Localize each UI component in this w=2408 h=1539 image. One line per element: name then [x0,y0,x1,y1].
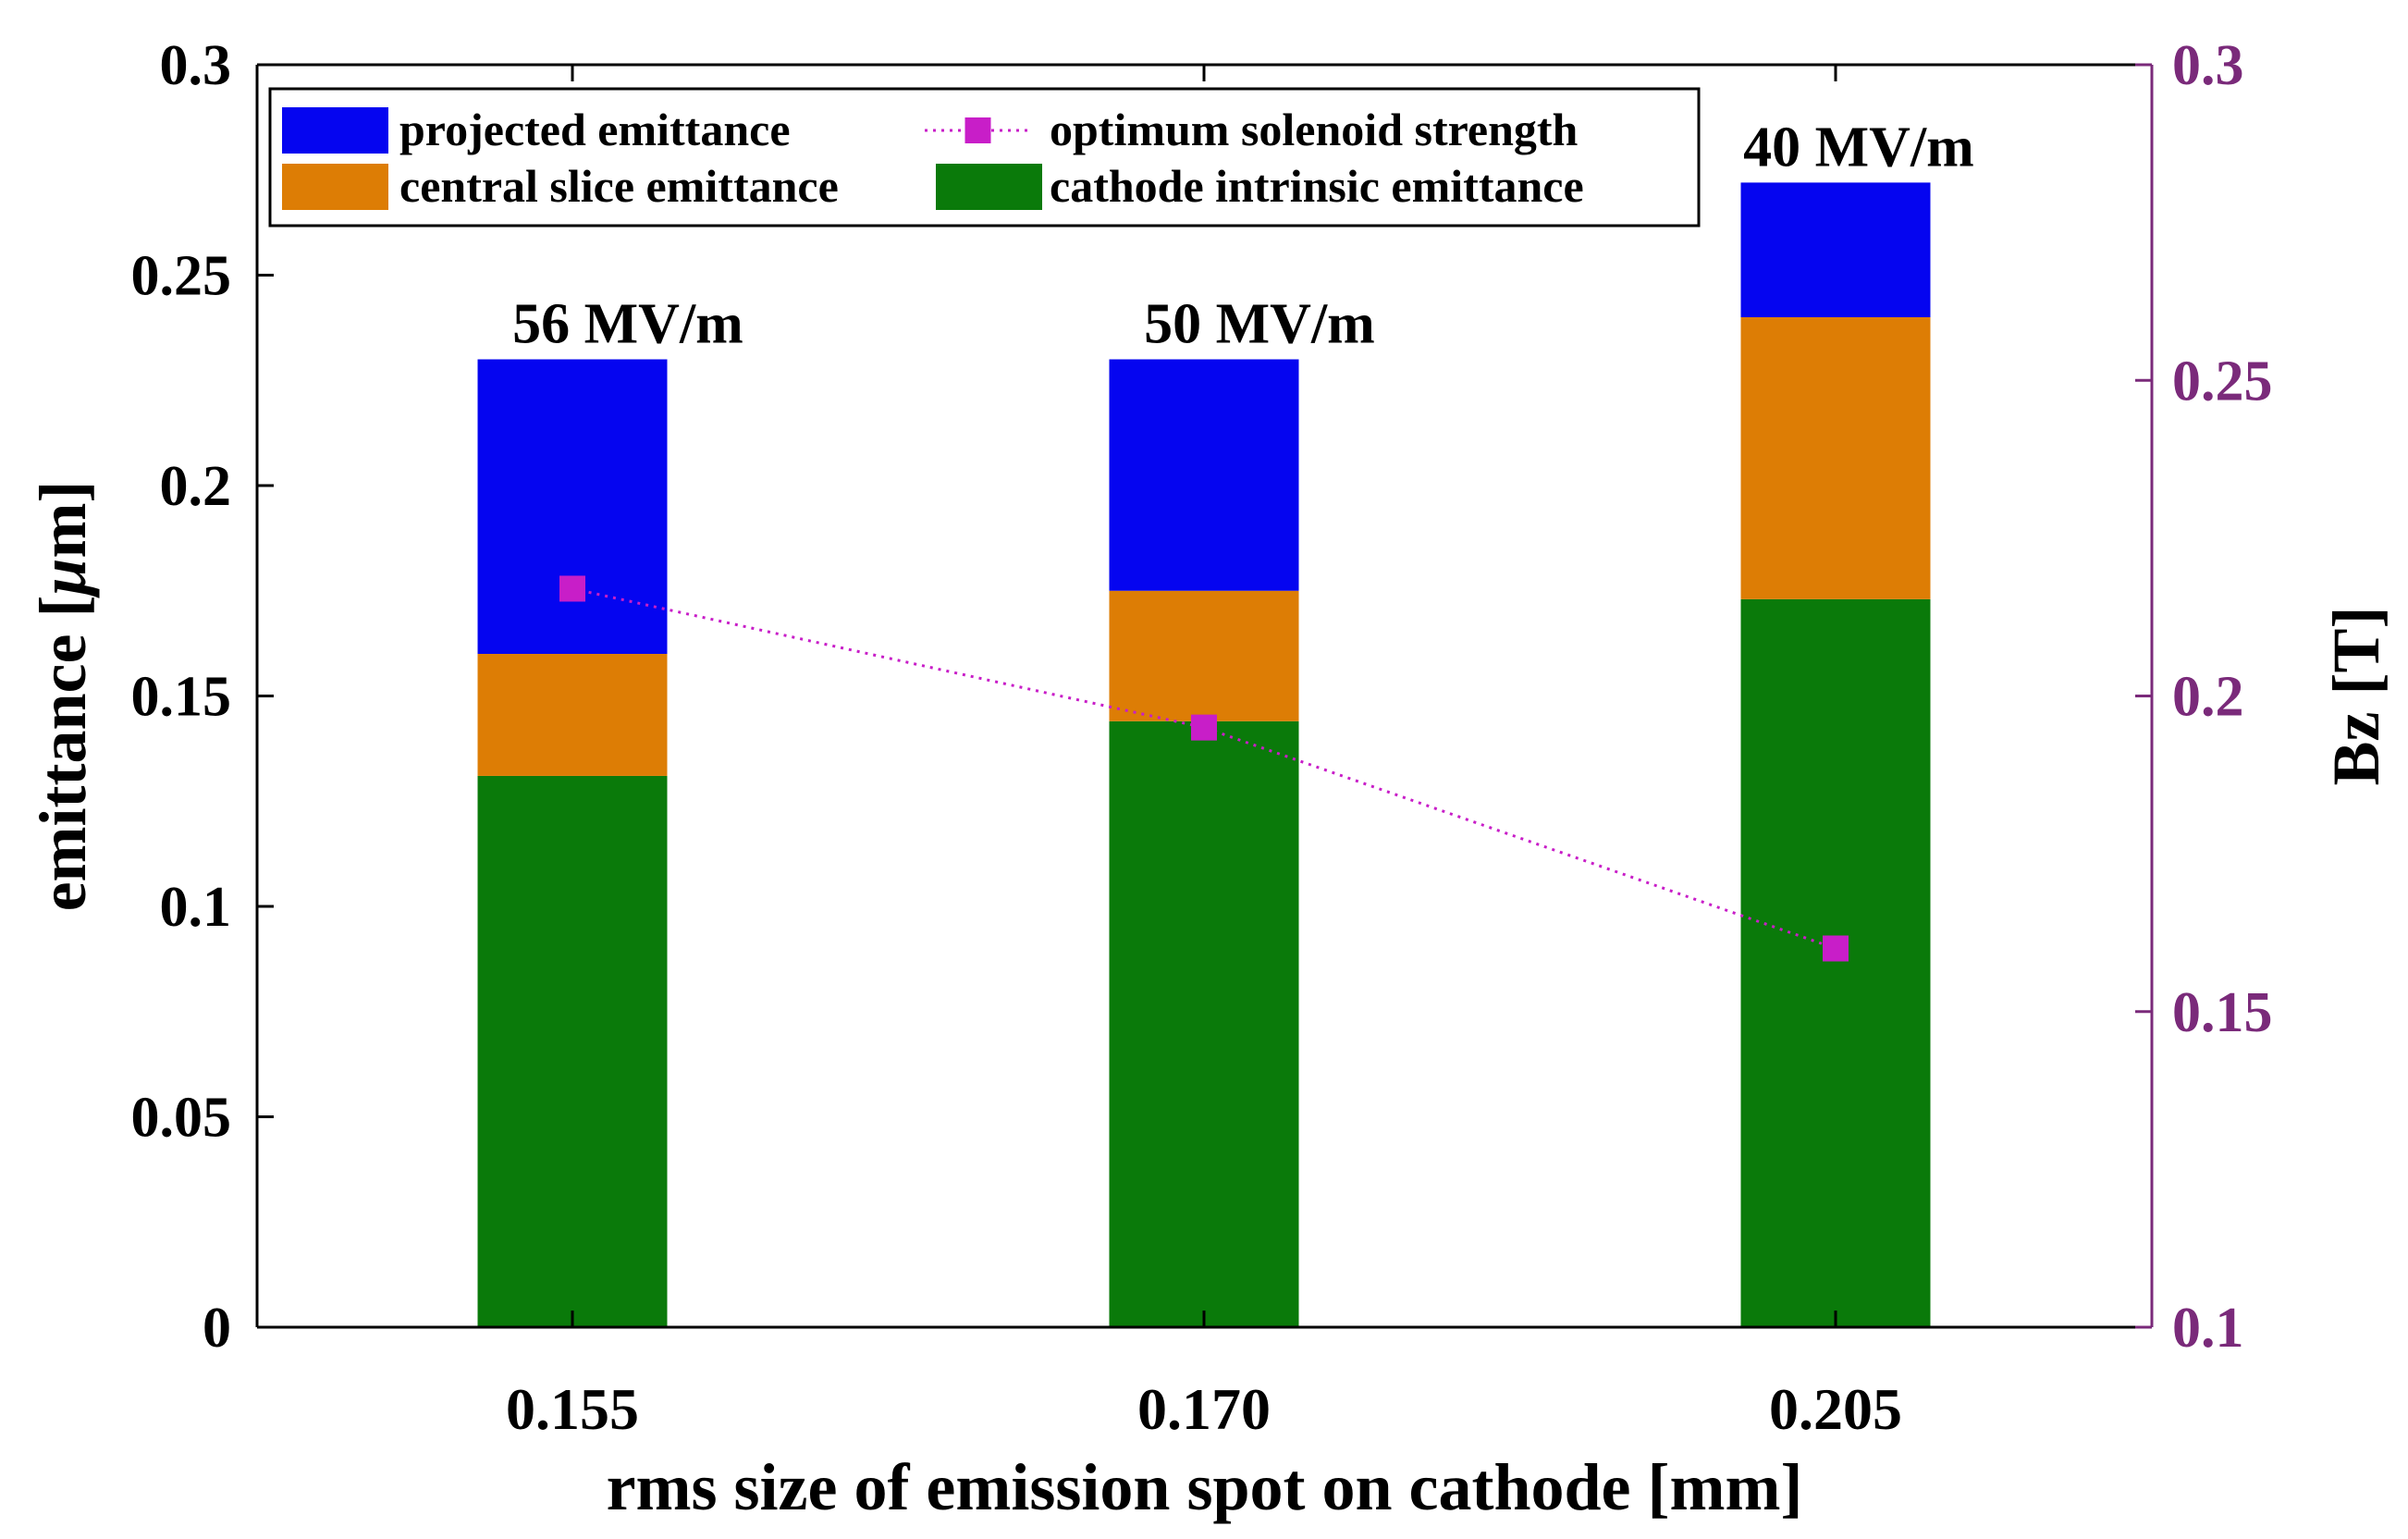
bar-label-0.170: 50 MV/m [1144,293,1375,356]
y-axis-title-mu: μ [26,559,100,599]
y2-axis-title: Bz [T] [2319,607,2393,786]
bar-0.170-cathode-intrinsic-emittance [1109,720,1299,1327]
bar-0.205-projected-emittance [1740,182,1931,317]
legend-swatch-projected-emittance [282,107,388,154]
legend-label-projected-emittance: projected emittance [399,104,791,155]
bar-label-0.155: 56 MV/m [512,293,743,356]
legend-label-optimum-solenoid-strength: optimum solenoid strength [1050,104,1579,155]
bar-0.205-central-slice-emittance [1740,317,1931,599]
xtick-label-0.155: 0.155 [506,1376,639,1442]
solenoid-point-0.170 [1191,714,1217,741]
bar-0.170-projected-emittance [1109,359,1299,591]
ytick-label-0: 0 [203,1297,231,1360]
y-axis-title: emittance [μm] [26,481,100,912]
legend-marker-optimum-solenoid-strength [964,117,991,143]
legend-label-central-slice-emittance: central slice emittance [399,160,839,212]
ytick-label-0.05: 0.05 [131,1087,232,1150]
ytick-label-0.3: 0.3 [160,34,232,97]
solenoid-point-0.155 [559,575,585,602]
y-axis-title-suffix: m] [26,481,100,559]
legend-swatch-cathode-intrinsic-emittance [936,164,1042,210]
xtick-label-0.205: 0.205 [1769,1376,1902,1442]
ytick-label-0.2: 0.2 [160,455,232,518]
bar-0.155-central-slice-emittance [477,654,668,776]
y2tick-label-0.1: 0.1 [2172,1297,2244,1360]
bar-0.170-central-slice-emittance [1109,590,1299,721]
bar-0.155-cathode-intrinsic-emittance [477,775,668,1327]
y2tick-label-0.15: 0.15 [2172,981,2273,1044]
bar-0.205-cathode-intrinsic-emittance [1740,598,1931,1327]
y2tick-label-0.25: 0.25 [2172,350,2273,412]
xtick-label-0.170: 0.170 [1137,1376,1271,1442]
bar-label-0.205: 40 MV/m [1743,116,1974,179]
solenoid-line [571,587,1837,950]
x-axis-title: rms size of emission spot on cathode [mm… [607,1450,1803,1524]
solenoid-point-0.205 [1823,935,1849,962]
y2tick-label-0.2: 0.2 [2172,666,2244,729]
legend-label-cathode-intrinsic-emittance: cathode intrinsic emittance [1050,160,1584,212]
ytick-label-0.15: 0.15 [131,666,232,729]
y-axis-title-prefix: emittance [ [26,596,100,912]
ytick-label-0.1: 0.1 [160,876,232,939]
y2tick-label-0.3: 0.3 [2172,34,2244,97]
ytick-label-0.25: 0.25 [131,245,232,308]
legend-swatch-central-slice-emittance [282,164,388,210]
bar-0.155-projected-emittance [477,359,668,654]
